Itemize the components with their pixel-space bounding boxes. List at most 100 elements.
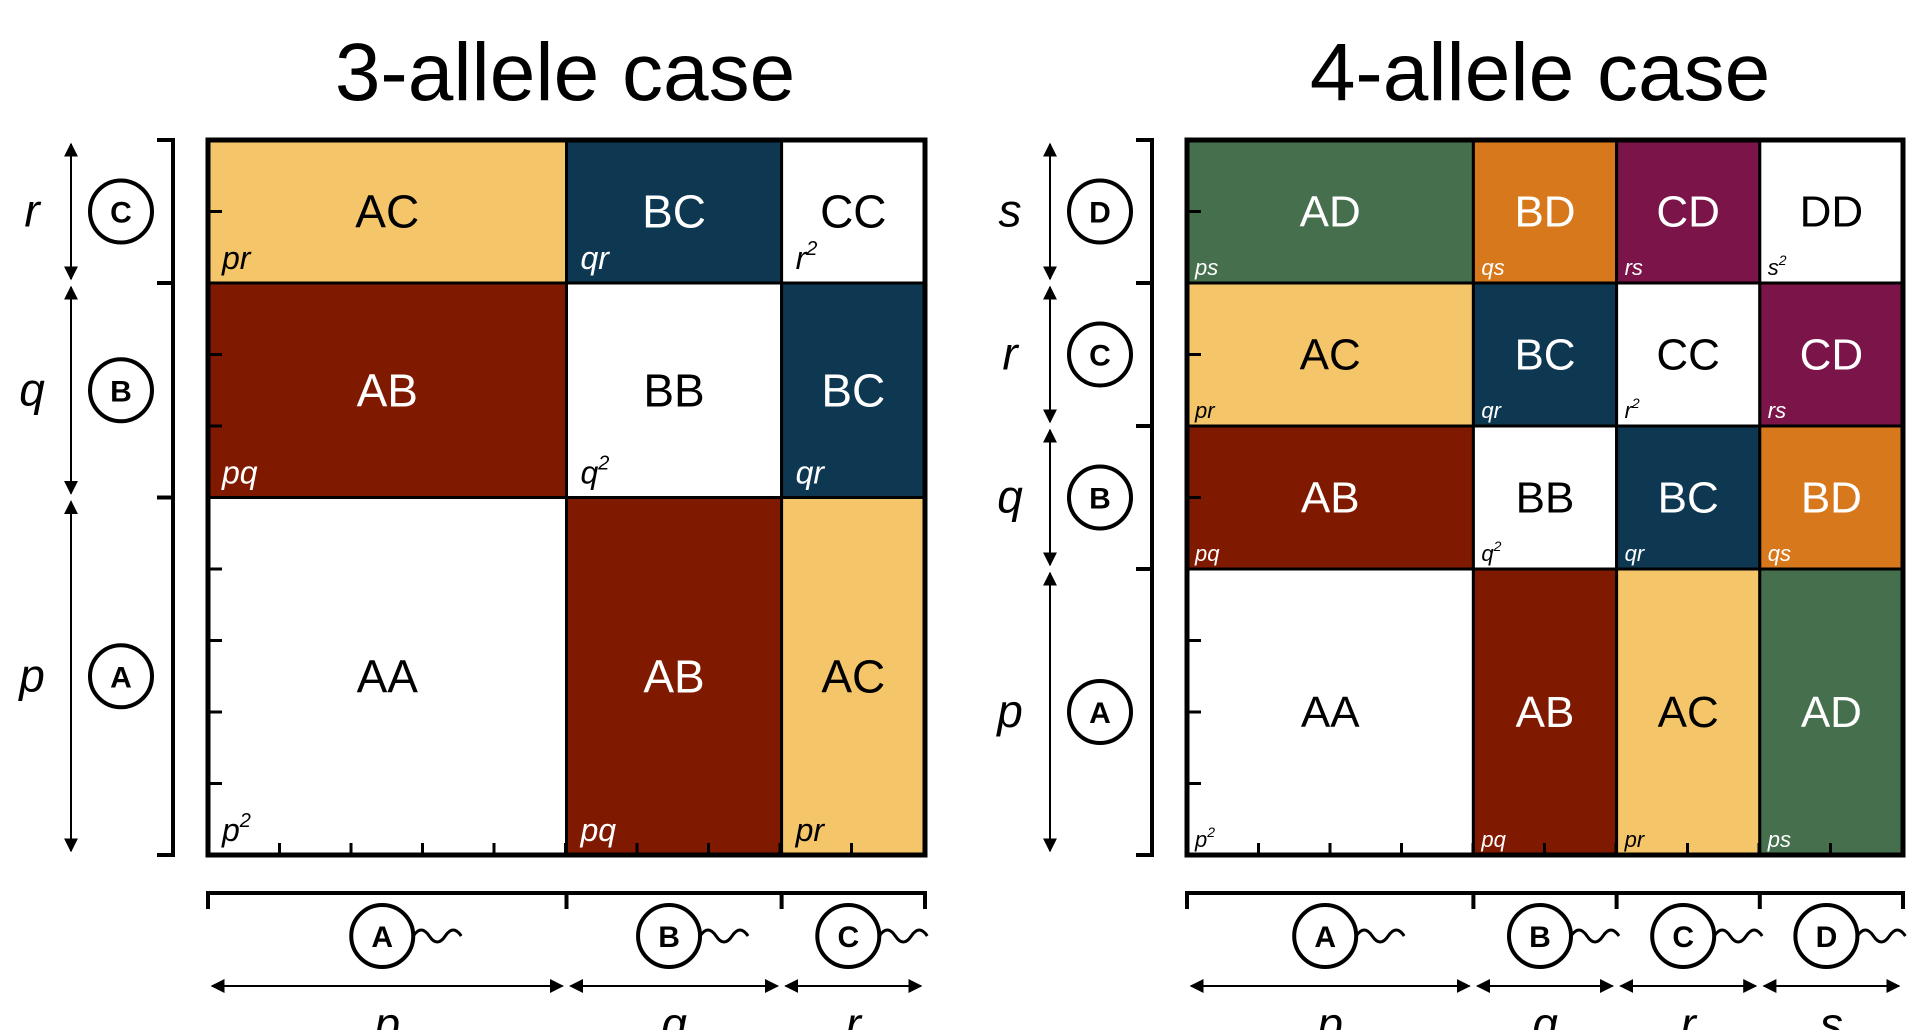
genotype-frequency: pr xyxy=(795,812,826,848)
sperm-tail-icon xyxy=(698,928,750,944)
cell-aa xyxy=(1185,567,1475,857)
cell-ab xyxy=(1185,424,1475,571)
genotype-frequency: qr xyxy=(581,240,611,276)
frequency-base: ps xyxy=(1194,255,1218,280)
genotype-label: DD xyxy=(1800,188,1864,237)
genotype-label: AA xyxy=(357,650,419,702)
allele-letter: C xyxy=(837,921,859,954)
genotype-label: AB xyxy=(643,650,704,702)
column-frequency-label: r xyxy=(1681,998,1698,1030)
cell-bc xyxy=(1471,281,1619,428)
egg-allele-a xyxy=(1067,679,1133,745)
panel4-title: 4-allele case xyxy=(1310,27,1770,118)
genotype-frequency: pr xyxy=(221,240,252,276)
frequency-base: s xyxy=(1768,255,1779,280)
allele-letter: B xyxy=(1529,921,1551,954)
cell-bc xyxy=(1615,424,1762,571)
allele-letter: C xyxy=(1089,340,1111,373)
genotype-label: CD xyxy=(1656,188,1720,237)
frequency-base: qr xyxy=(1625,541,1646,566)
column-frequency-label: r xyxy=(846,998,863,1030)
genotype-label: CD xyxy=(1800,331,1864,380)
genotype-frequency: r2 xyxy=(796,238,818,276)
genotype-label: BD xyxy=(1801,474,1862,523)
frequency-base: r xyxy=(796,240,808,276)
sperm-tail-icon xyxy=(412,928,463,944)
genotype-frequency: rs xyxy=(1768,398,1786,423)
genotype-frequency: pq xyxy=(580,812,617,848)
genotype-label: AA xyxy=(1301,688,1360,737)
allele-letter: B xyxy=(1089,483,1111,516)
allele-letter: C xyxy=(110,197,132,230)
cell-ad xyxy=(1185,138,1475,285)
column-frequency-label: s xyxy=(1820,998,1843,1030)
genotype-label: AB xyxy=(1516,688,1575,737)
row-frequency-label: s xyxy=(999,185,1022,237)
allele-letter: B xyxy=(658,921,680,954)
cell-cc xyxy=(1615,281,1762,428)
frequency-base: pr xyxy=(221,240,252,276)
genotype-frequency: s2 xyxy=(1768,252,1787,280)
cell-cd xyxy=(1615,138,1762,285)
cell-ac xyxy=(1185,281,1475,428)
egg-allele-a xyxy=(88,643,154,710)
genotype-frequency: q2 xyxy=(1481,538,1501,566)
frequency-base: pr xyxy=(1624,827,1646,852)
genotype-frequency: pr xyxy=(1194,398,1216,423)
cell-aa xyxy=(206,496,568,857)
column-frequency-label: p xyxy=(372,998,400,1030)
frequency-base: pr xyxy=(1194,398,1216,423)
row-frequency-label: r xyxy=(1002,328,1019,380)
genotype-frequency: ps xyxy=(1194,255,1218,280)
frequency-base: ps xyxy=(1767,827,1791,852)
frequency-superscript: 2 xyxy=(239,810,251,832)
frequency-superscript: 2 xyxy=(1631,395,1640,411)
frequency-base: qs xyxy=(1768,541,1791,566)
frequency-base: qr xyxy=(796,455,826,491)
cell-bb xyxy=(1471,424,1619,571)
cell-bc xyxy=(780,281,927,499)
panel-3-allele: AAp2ABpqACprABpqBBq2BCqrACprBCqrCCr2ApBq… xyxy=(17,137,929,1030)
frequency-base: qr xyxy=(1481,398,1502,423)
genotype-label: BD xyxy=(1514,188,1575,237)
allele-letter: C xyxy=(1672,921,1694,954)
genotype-label: BC xyxy=(1514,331,1575,380)
frequency-base: pq xyxy=(221,455,258,491)
frequency-superscript: 2 xyxy=(1206,824,1215,840)
frequency-base: pq xyxy=(580,812,617,848)
sperm-tail-icon xyxy=(1712,928,1764,944)
allele-letter: A xyxy=(371,921,393,954)
genotype-label: AD xyxy=(1300,188,1361,237)
cell-ad xyxy=(1758,567,1905,857)
sperm-tail-icon xyxy=(1569,928,1621,944)
column-frequency-label: p xyxy=(1315,998,1343,1030)
row-frequency-label: p xyxy=(995,685,1023,737)
genotype-label: CC xyxy=(820,186,886,238)
panel3-title: 3-allele case xyxy=(335,27,795,118)
genotype-label: AC xyxy=(821,650,885,702)
genotype-frequency: pr xyxy=(1624,827,1646,852)
frequency-superscript: 2 xyxy=(597,453,609,475)
allele-letter: A xyxy=(1089,697,1111,730)
frequency-superscript: 2 xyxy=(805,238,817,260)
genotype-label: CC xyxy=(1656,331,1720,380)
genotype-frequency: pq xyxy=(1194,541,1220,566)
frequency-superscript: 2 xyxy=(1778,252,1787,268)
egg-allele-b xyxy=(88,357,154,424)
row-frequency-label: q xyxy=(997,471,1023,523)
genotype-label: AC xyxy=(355,186,419,238)
genotype-frequency: rs xyxy=(1625,255,1643,280)
frequency-base: q xyxy=(581,455,599,491)
egg-allele-c xyxy=(1067,321,1133,388)
genotype-label: AD xyxy=(1801,688,1862,737)
genotype-label: AC xyxy=(1658,688,1719,737)
genotype-frequency: r2 xyxy=(1625,395,1640,423)
genotype-label: BC xyxy=(821,364,885,416)
row-frequency-label: q xyxy=(19,363,45,415)
frequency-base: rs xyxy=(1768,398,1786,423)
allele-letter: B xyxy=(110,375,132,408)
allele-letter: A xyxy=(110,661,132,694)
genotype-frequency: qr xyxy=(796,455,826,491)
frequency-base: pq xyxy=(1480,827,1506,852)
